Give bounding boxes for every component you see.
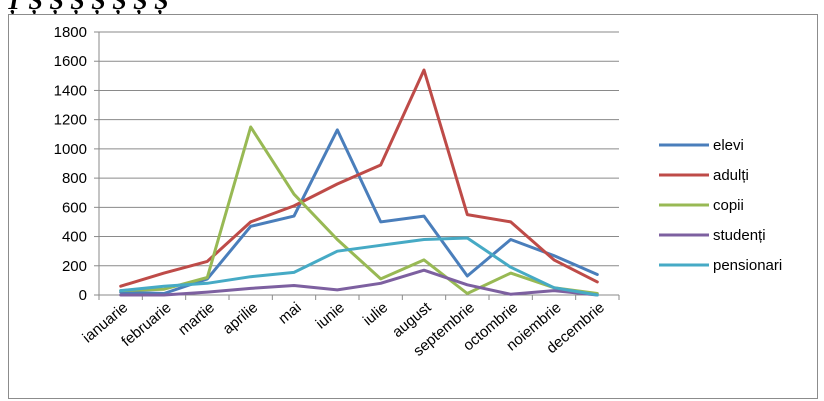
y-tick-label: 1600 bbox=[54, 53, 87, 70]
page-caption: Ț Ș Ș Ș Ș Ș Ș Ș bbox=[6, 0, 169, 15]
legend: elevi adulți copii studenți pensionari bbox=[659, 137, 782, 274]
x-tick-label: iulie bbox=[360, 299, 391, 329]
line-chart: 020040060080010001200140016001800ianuari… bbox=[54, 24, 783, 360]
x-tick-label: iunie bbox=[313, 299, 348, 332]
y-tick-label: 1800 bbox=[54, 24, 87, 41]
legend-label: elevi bbox=[713, 137, 744, 154]
x-tick-label: aprilie bbox=[220, 299, 262, 338]
y-tick-label: 200 bbox=[62, 258, 87, 275]
series-line-3 bbox=[119, 268, 599, 297]
y-tick-label: 1200 bbox=[54, 112, 87, 129]
y-tick-label: 1000 bbox=[54, 141, 87, 158]
y-tick-label: 800 bbox=[62, 170, 87, 187]
grid-lines bbox=[99, 31, 619, 267]
y-tick-label: 400 bbox=[62, 229, 87, 246]
legend-label: studenți bbox=[713, 227, 766, 244]
series-line-0 bbox=[119, 128, 599, 295]
series-line-4 bbox=[119, 236, 599, 297]
y-tick-label: 1400 bbox=[54, 82, 87, 99]
x-tick-label: martie bbox=[175, 299, 218, 339]
series-lines bbox=[119, 68, 599, 297]
legend-label: pensionari bbox=[713, 257, 782, 274]
legend-label: copii bbox=[713, 197, 744, 214]
axes: 020040060080010001200140016001800ianuari… bbox=[54, 24, 620, 360]
chart-frame: 0 200 400 600 800 1000 1200 1400 1600 1800 ianuari… bbox=[8, 14, 818, 399]
y-tick-label: 600 bbox=[62, 199, 87, 216]
y-tick-label: 0 bbox=[79, 287, 87, 304]
legend-label: adulți bbox=[713, 167, 749, 184]
series-line-1 bbox=[119, 68, 599, 288]
x-tick-label: mai bbox=[275, 299, 304, 328]
series-line-2 bbox=[119, 125, 599, 295]
